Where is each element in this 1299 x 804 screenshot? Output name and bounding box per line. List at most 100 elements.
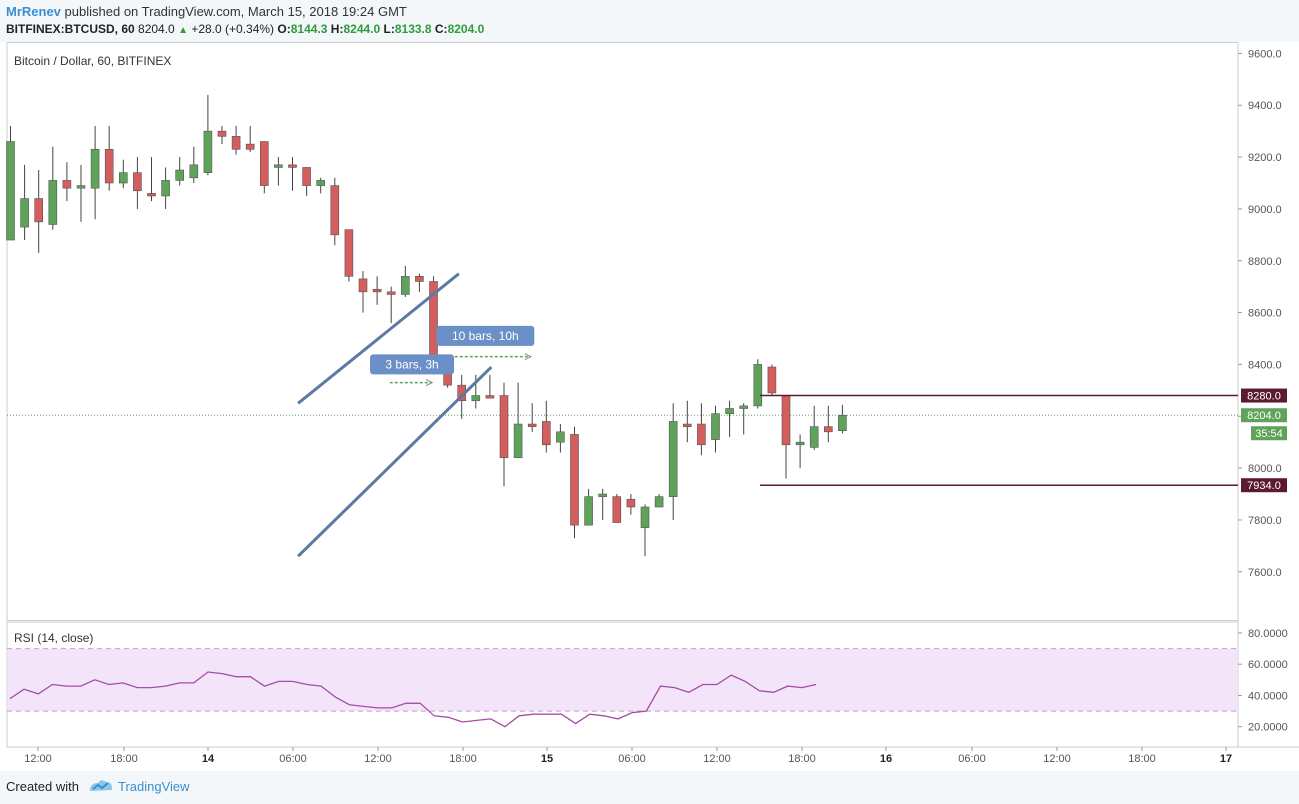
close-value: 8204.0: [447, 22, 485, 36]
candle-down: [288, 164, 297, 168]
open-label: O:: [277, 22, 291, 36]
price-tick-label: 9000.0: [1248, 204, 1282, 216]
price-tick-label: 8400.0: [1248, 359, 1282, 371]
level-8280-label: 8280.0: [1247, 391, 1281, 403]
candle-down: [302, 167, 311, 186]
rsi-tick-label: 60.0000: [1248, 659, 1288, 671]
rsi-title: RSI (14, close): [14, 631, 93, 645]
candle-down: [570, 434, 579, 526]
rsi-tick-label: 40.0000: [1248, 690, 1288, 702]
channel-lower-line: [297, 365, 493, 558]
candle-down: [823, 426, 833, 433]
candle-down: [682, 423, 692, 427]
candle-up: [711, 413, 720, 440]
measure-3bars-arrowhead: [425, 379, 434, 387]
price-tick-label: 8000.0: [1248, 463, 1282, 475]
price-tick-label: 9600.0: [1248, 48, 1282, 60]
candle-down: [259, 141, 269, 186]
created-with-text: Created with: [6, 779, 79, 794]
time-tick-label: 18:00: [110, 753, 138, 765]
price-tick-label: 9200.0: [1248, 152, 1282, 164]
candle-up: [203, 130, 213, 173]
time-tick-label: 18:00: [1128, 753, 1156, 765]
price-tick-label: 7800.0: [1248, 515, 1282, 527]
price-chart[interactable]: 10 bars, 10h 3 bars, 3h 9600.0 9400.0 9200.…: [0, 42, 1299, 771]
price-tick-label: 8800.0: [1248, 256, 1282, 268]
candle-up: [809, 426, 819, 448]
countdown-badge: [1251, 426, 1287, 441]
author-link[interactable]: MrRenev: [6, 4, 61, 19]
candle-up: [189, 164, 199, 179]
candle-up: [556, 431, 565, 443]
candle-down: [386, 291, 396, 295]
candle-up: [48, 180, 58, 225]
close-label: C:: [434, 22, 448, 36]
level-7934-badge: [1241, 478, 1287, 493]
change-value: +28.0 (+0.34%): [191, 22, 275, 36]
candle-up: [668, 421, 678, 497]
candle-down: [231, 136, 241, 150]
time-tick-label: 06:00: [618, 753, 646, 765]
candle-up: [838, 414, 847, 432]
time-tick-label: 15: [541, 753, 553, 765]
candle-down: [358, 278, 368, 293]
level-8280-badge: [1241, 388, 1287, 403]
candle-up: [654, 496, 664, 508]
time-tick-label: 17: [1220, 753, 1232, 765]
candle-down: [485, 395, 495, 399]
chart-title: Bitcoin / Dollar, 60, BITFINEX: [14, 54, 171, 68]
high-value: 8244.0: [343, 22, 381, 36]
price-tick-label: 7600.0: [1248, 567, 1282, 579]
rsi-tick-label: 80.0000: [1248, 628, 1288, 640]
measure-3bars-box: [370, 354, 455, 375]
candle-down: [217, 130, 227, 137]
last-price-badge: [1241, 408, 1287, 423]
time-tick-label: 18:00: [788, 753, 816, 765]
candle-up: [175, 169, 184, 181]
candle-up: [274, 164, 283, 168]
time-tick-label: 18:00: [449, 753, 477, 765]
time-tick-label: 12:00: [24, 753, 52, 765]
candle-down: [245, 143, 255, 150]
publish-text: published on TradingView.com, March 15, …: [64, 4, 407, 19]
candle-down: [133, 172, 142, 192]
candle-down: [344, 229, 354, 277]
candle-down: [147, 193, 156, 197]
open-value: 8144.3: [290, 22, 328, 36]
up-triangle-icon: ▲: [178, 25, 188, 36]
candle-up: [584, 496, 593, 526]
candle-up: [400, 276, 410, 295]
tradingview-logo-icon: [90, 780, 113, 791]
candle-up: [6, 141, 15, 241]
candle-up: [795, 441, 805, 446]
level-7934-label: 7934.0: [1247, 480, 1281, 492]
candle-down: [499, 395, 509, 459]
candle-up: [316, 180, 326, 186]
tradingview-brand-link[interactable]: TradingView: [118, 779, 190, 794]
measure-3bars-label: 3 bars, 3h: [385, 357, 438, 371]
time-tick-label: 06:00: [279, 753, 307, 765]
candle-up: [739, 405, 749, 409]
candle-down: [626, 498, 636, 508]
candle-up: [76, 185, 86, 189]
price-tick-label: 9400.0: [1248, 100, 1282, 112]
low-value: 8133.8: [394, 22, 432, 36]
candle-up: [513, 423, 523, 459]
chart-header: MrRenev published on TradingView.com, Ma…: [0, 0, 1299, 42]
candle-up: [725, 408, 734, 414]
candle-down: [62, 180, 72, 189]
candle-up: [20, 198, 29, 228]
candle-down: [330, 185, 340, 236]
time-tick-label: 14: [202, 753, 215, 765]
candle-up: [90, 149, 100, 189]
rsi-line: [9, 671, 817, 728]
time-tick-label: 12:00: [1043, 753, 1071, 765]
candle-up: [598, 493, 608, 497]
main-pane-frame: [6, 42, 1239, 621]
candle-down: [415, 276, 424, 282]
candle-down: [104, 149, 114, 184]
countdown-label: 35:54: [1255, 428, 1283, 440]
candle-down: [612, 496, 622, 523]
last-price-label: 8204.0: [1247, 410, 1281, 422]
candle-up: [753, 364, 763, 407]
